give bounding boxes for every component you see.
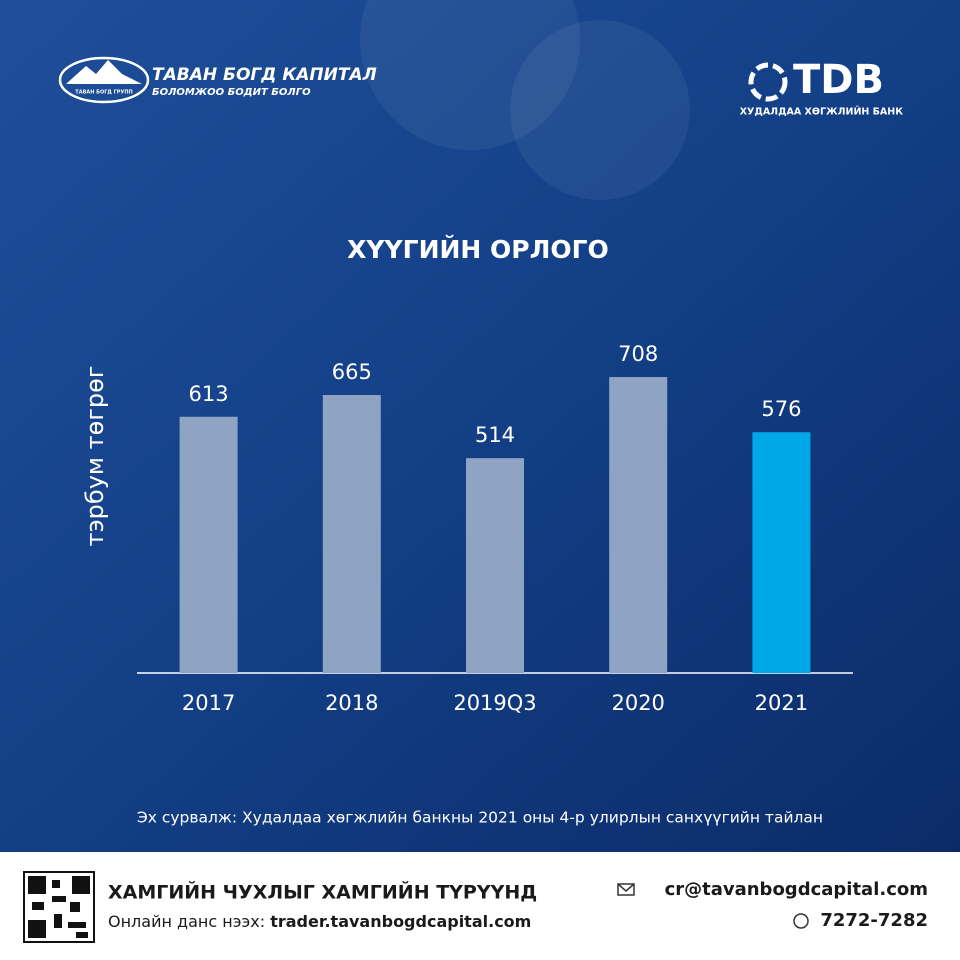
footer xyxy=(0,852,960,960)
tdb-title: TDB xyxy=(793,57,884,103)
tdb-icon xyxy=(748,62,788,102)
coin-decor xyxy=(360,0,580,150)
logo-ring xyxy=(58,56,150,104)
footer-account: Онлайн данс нээх: trader.tavanbogdcapita… xyxy=(108,912,531,931)
account-label: Онлайн данс нээх: xyxy=(108,912,270,931)
x-tick-label: 2017 xyxy=(182,691,235,715)
mail-icon xyxy=(617,883,635,892)
footer-slogan: ХАМГИЙН ЧУХЛЫГ ХАМГИЙН ТҮРҮҮНД xyxy=(108,881,537,904)
logo-slogan: БОЛОМЖОО БОДИТ БОЛГО xyxy=(152,87,311,98)
bar xyxy=(609,377,668,673)
y-axis-label: тэрбум төгрөг xyxy=(81,366,109,547)
value-label: 708 xyxy=(618,342,658,366)
value-label: 613 xyxy=(189,382,229,406)
x-tick-label: 2019Q3 xyxy=(453,691,536,715)
bar xyxy=(752,432,811,673)
x-tick-label: 2018 xyxy=(325,691,378,715)
logo-title: ТАВАН БОГД КАПИТАЛ xyxy=(152,65,377,85)
x-tick-label: 2021 xyxy=(755,691,808,715)
footer-phone[interactable]: 7272-7282 xyxy=(820,910,928,931)
background xyxy=(0,0,960,852)
phone-icon xyxy=(793,913,809,929)
chart-title: ХҮҮГИЙН ОРЛОГО xyxy=(347,235,609,264)
bar xyxy=(179,416,238,673)
account-url[interactable]: trader.tavanbogdcapital.com xyxy=(270,912,531,931)
source: Эх сурвалж: Худалдаа хөгжлийн банкны 202… xyxy=(137,809,823,827)
logo-small: ТАВАН БОГД ГРУПП xyxy=(75,90,132,96)
mail-icon xyxy=(617,883,635,896)
coin-decor xyxy=(510,20,690,200)
logo-mountain xyxy=(66,60,142,84)
qr-code xyxy=(23,871,95,943)
tdb-subtitle: ХУДАЛДАА ХӨГЖЛИЙН БАНК xyxy=(740,106,904,118)
value-label: 665 xyxy=(332,360,372,384)
footer-email[interactable]: cr@tavanbogdcapital.com xyxy=(665,879,928,900)
x-tick-label: 2020 xyxy=(611,691,664,715)
bar xyxy=(466,458,524,673)
bar xyxy=(322,395,381,673)
value-label: 576 xyxy=(761,397,801,421)
bars: 613 2017 665 2018 514 2019Q3 708 2020 576 2021 xyxy=(179,342,811,715)
value-label: 514 xyxy=(475,423,515,447)
